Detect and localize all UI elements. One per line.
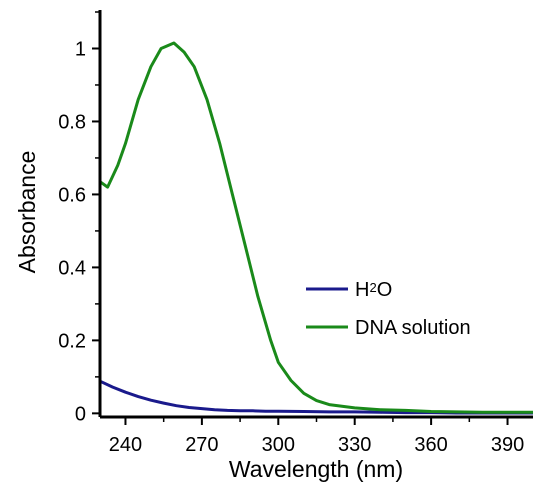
x-tick-label: 330 <box>338 434 371 456</box>
legend-label-h2o: H2O <box>355 279 392 301</box>
series-layer <box>99 41 533 415</box>
plot-area <box>100 12 533 417</box>
y-tick-label: 1 <box>75 38 86 60</box>
y-tick-label: 0.8 <box>58 111 86 133</box>
ticks-layer: 0 0.2 0.4 0.6 0.8 1 240 270 300 330 360 390 <box>58 11 524 456</box>
legend-label-dna: DNA solution <box>355 317 471 339</box>
y-tick-label: 0.6 <box>58 184 86 206</box>
x-tick-label: 270 <box>185 434 218 456</box>
y-tick-label: 0.2 <box>58 330 86 352</box>
x-tick-label: 360 <box>414 434 447 456</box>
x-tick-label: 390 <box>491 434 524 456</box>
legend: H2O DNA solution <box>306 279 471 339</box>
x-tick-label: 300 <box>262 434 295 456</box>
plot-background <box>100 12 533 417</box>
y-tick-label: 0 <box>75 403 86 425</box>
x-axis-title: Wavelength (nm) <box>229 456 403 482</box>
legend-h2o-sub: 2 <box>369 280 376 295</box>
x-tick-label: 240 <box>109 434 142 456</box>
y-tick-label: 0.4 <box>58 257 86 279</box>
y-axis-title: Absorbance <box>14 151 40 274</box>
legend-h2o-o: O <box>377 279 393 301</box>
legend-h2o-h: H <box>355 279 369 301</box>
series-line-dna-solution <box>99 41 533 414</box>
